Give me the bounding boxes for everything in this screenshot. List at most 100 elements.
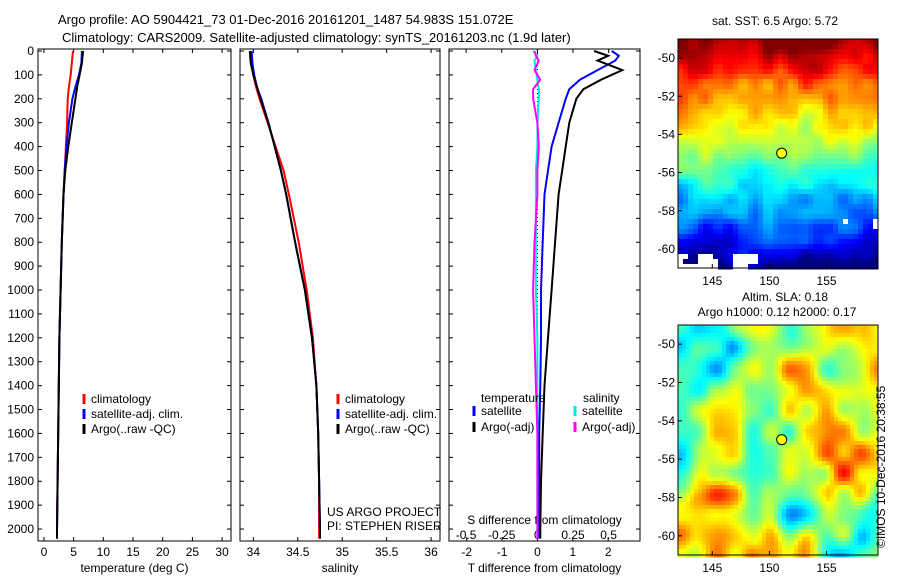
sla-map-cell <box>702 417 707 422</box>
sst-map-cell <box>788 114 794 120</box>
sla-map-cell <box>686 421 691 426</box>
sst-map-cell <box>858 254 864 260</box>
sla-map-cell <box>790 413 795 418</box>
sst-map-cell <box>848 264 854 270</box>
sst-map-cell <box>778 39 784 45</box>
sla-map-cell <box>690 477 695 482</box>
sla-map-cell <box>698 425 703 430</box>
sla-map-cell <box>874 437 879 442</box>
sla-map-cell <box>690 465 695 470</box>
sla-map-cell <box>834 413 839 418</box>
sst-map-cell <box>848 189 854 195</box>
sla-map-cell <box>810 469 815 474</box>
sla-map-cell <box>726 417 731 422</box>
sla-map-cell <box>714 513 719 518</box>
sst-map-cell <box>843 214 849 220</box>
sla-map-cell <box>746 489 751 494</box>
sla-map-cell <box>682 541 687 546</box>
sst-map-cell <box>753 254 759 260</box>
sst-map-cell <box>738 239 744 245</box>
sst-map-cell <box>748 49 754 55</box>
sst-map-cell <box>818 94 824 100</box>
sla-map-cell <box>682 533 687 538</box>
sst-map-cell <box>823 239 829 245</box>
sla-map-cell <box>706 393 711 398</box>
sst-map-cell <box>688 134 694 140</box>
sla-map-cell <box>714 469 719 474</box>
sla-map-cell <box>798 497 803 502</box>
sla-map-cell <box>798 465 803 470</box>
sla-map-cell <box>810 361 815 366</box>
sla-map-cell <box>726 533 731 538</box>
sst-map-cell <box>713 189 719 195</box>
sla-map-cell <box>754 541 759 546</box>
sst-map-cell <box>803 229 809 235</box>
sst-map-cell <box>743 149 749 155</box>
sst-map-cell <box>713 159 719 165</box>
sst-map-cell <box>838 69 844 75</box>
sla-map-cell <box>750 341 755 346</box>
sst-map-cell <box>713 259 719 265</box>
sla-map-cell <box>866 481 871 486</box>
sst-map-cell <box>773 134 779 140</box>
sst-map-cell <box>708 114 714 120</box>
sla-map-cell <box>710 481 715 486</box>
sla-map-cell <box>806 325 811 330</box>
sla-map-cell <box>870 381 875 386</box>
sla-map-cell <box>694 325 699 330</box>
sla-map-cell <box>766 333 771 338</box>
sla-map-cell <box>766 425 771 430</box>
sst-map-cell <box>723 209 729 215</box>
sla-map-cell <box>866 477 871 482</box>
sla-map-cell <box>738 489 743 494</box>
sst-map-cell <box>788 149 794 155</box>
sla-map-cell <box>726 433 731 438</box>
sla-map-cell <box>686 509 691 514</box>
salinity-xtick-label: 35.5 <box>375 545 399 559</box>
sla-map-cell <box>818 377 823 382</box>
sst-map-cell <box>793 249 799 255</box>
sla-map-cell <box>738 389 743 394</box>
sla-map-cell <box>834 509 839 514</box>
sst-map-cell <box>818 189 824 195</box>
sst-map-cell <box>683 164 689 170</box>
sla-map-cell <box>838 397 843 402</box>
sst-map-cell <box>768 184 774 190</box>
sla-map-cell <box>722 533 727 538</box>
sla-map-cell <box>810 473 815 478</box>
sst-map-cell <box>843 239 849 245</box>
sst-map-cell <box>688 64 694 70</box>
sst-map-cell <box>823 104 829 110</box>
sla-map-cell <box>762 329 767 334</box>
sla-map-cell <box>818 465 823 470</box>
sla-map-cell <box>734 509 739 514</box>
sst-map-cell <box>833 214 839 220</box>
sst-map-cell <box>828 259 834 265</box>
sla-map-cell <box>738 537 743 542</box>
sst-map-cell <box>683 144 689 150</box>
sst-map-cell <box>798 49 804 55</box>
sst-map-cell <box>848 174 854 180</box>
sla-map-cell <box>758 457 763 462</box>
sla-map-cell <box>786 425 791 430</box>
sla-map-cell <box>822 481 827 486</box>
sla-map-cell <box>806 445 811 450</box>
sst-map-cell <box>728 259 734 265</box>
sst-map-cell <box>798 254 804 260</box>
sst-map-cell <box>753 89 759 95</box>
sla-map-cell <box>698 377 703 382</box>
sst-map-cell <box>773 259 779 265</box>
sla-map-cell <box>758 541 763 546</box>
sst-map-cell <box>783 264 789 270</box>
sst-map-cell <box>753 144 759 150</box>
sla-map-cell <box>806 433 811 438</box>
sla-map-cell <box>830 429 835 434</box>
salinity-legend-label: Argo(..raw -QC) <box>345 422 430 436</box>
sla-map-cell <box>822 449 827 454</box>
sla-map-cell <box>846 549 851 554</box>
sst-map-cell <box>748 159 754 165</box>
sla-map-cell <box>782 409 787 414</box>
sla-map-cell <box>822 353 827 358</box>
sla-map-cell <box>766 493 771 498</box>
sst-map-cell <box>828 229 834 235</box>
